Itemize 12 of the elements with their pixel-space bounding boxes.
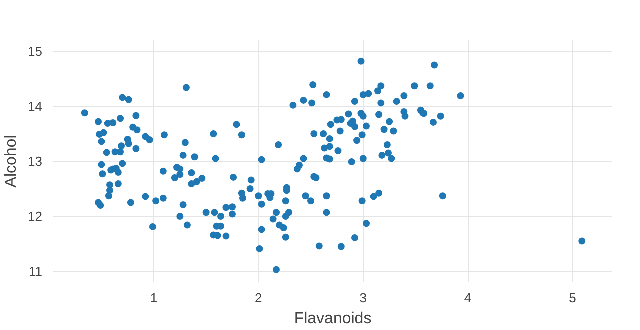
y-tick-label: 15 [28, 44, 43, 59]
y-axis-title: Alcohol [3, 135, 20, 188]
x-tick-label: 1 [150, 290, 158, 306]
y-tick-label: 13 [28, 154, 43, 169]
x-tick-label: 3 [360, 290, 367, 306]
y-tick-label: 11 [29, 264, 43, 279]
y-tick-label: 14 [28, 99, 43, 114]
y-tick-label: 12 [28, 209, 43, 224]
x-tick-label: 4 [464, 290, 472, 306]
x-tick-label: 2 [255, 290, 262, 306]
x-axis-title: Flavanoids [294, 310, 372, 328]
x-tick-label: 5 [569, 290, 576, 306]
